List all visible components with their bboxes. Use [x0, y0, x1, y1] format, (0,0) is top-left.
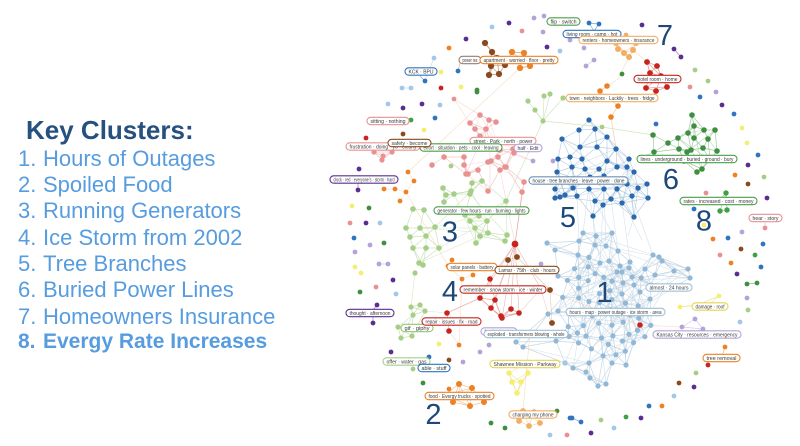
svg-text:safety · become: safety · become — [392, 141, 428, 147]
svg-text:sitting · nothing: sitting · nothing — [371, 119, 406, 125]
svg-text:hours · map · power outage · i: hours · map · power outage · ice storm ·… — [570, 310, 663, 316]
svg-text:8: 8 — [696, 206, 712, 238]
svg-text:food · Evergy trucks · spotted: food · Evergy trucks · spotted — [429, 394, 491, 400]
svg-text:generator · few hours · run ·: generator · few hours · run · burning · … — [438, 209, 526, 215]
svg-text:hear · story: hear · story — [753, 216, 779, 222]
svg-text:3: 3 — [442, 217, 458, 249]
svg-text:tree removal: tree removal — [707, 356, 737, 362]
svg-text:damage · roof: damage · roof — [696, 305, 725, 311]
svg-text:rates · increased · cost · mon: rates · increased · cost · money — [684, 199, 754, 205]
svg-text:almost · 24 hours: almost · 24 hours — [650, 286, 689, 292]
svg-text:solar panels · battery: solar panels · battery — [451, 265, 494, 271]
svg-text:1: 1 — [596, 277, 612, 309]
svg-text:KCK · BPU: KCK · BPU — [409, 70, 434, 76]
svg-text:repair · issues · fix · road: repair · issues · fix · road — [426, 320, 478, 326]
svg-text:living room · camp · hot: living room · camp · hot — [567, 32, 618, 38]
svg-text:charging my phone: charging my phone — [513, 413, 554, 419]
svg-text:clock · red · everyone’s · sto: clock · red · everyone’s · storm · hard — [334, 178, 395, 184]
svg-text:street · Park · north · power: street · Park · north · power — [474, 139, 533, 145]
svg-text:Shawnee Mission · Parkway: Shawnee Mission · Parkway — [494, 362, 557, 368]
svg-text:power res: power res — [463, 58, 478, 64]
svg-text:5: 5 — [560, 202, 576, 234]
svg-text:flip · switch: flip · switch — [551, 20, 577, 26]
svg-text:thought · afternoon: thought · afternoon — [350, 311, 391, 317]
svg-text:frustration · doing · yo · cle: frustration · doing · yo · clearly — [350, 145, 417, 151]
svg-text:hotel room · home: hotel room · home — [638, 77, 678, 83]
svg-text:apartment · worried · floor ·: apartment · worried · floor · pretty — [484, 58, 555, 64]
svg-text:offer · water · gas: offer · water · gas — [387, 360, 427, 366]
svg-text:Lamar · 75th · club · hours: Lamar · 75th · club · hours — [499, 268, 556, 274]
svg-text:house · tree branches · leave: house · tree branches · leave · power · … — [533, 179, 625, 185]
svg-text:4: 4 — [442, 276, 458, 308]
svg-text:2: 2 — [425, 399, 441, 431]
svg-text:remember · snow storm · ice ·: remember · snow storm · ice · winter — [464, 288, 543, 294]
svg-text:town · neighbors · Luckily · t: town · neighbors · Luckily · trees · fri… — [570, 96, 655, 102]
svg-text:renters · homeowners · insuran: renters · homeowners · insurance — [583, 38, 655, 44]
svg-text:gif · giphy: gif · giphy — [405, 326, 430, 332]
svg-text:exploded · transformers blowin: exploded · transformers blowing · whole — [488, 332, 565, 338]
svg-text:lines · underground · buried ·: lines · underground · buried · ground · … — [641, 157, 734, 163]
svg-text:effort · situation · pets · co: effort · situation · pets · cool · leavi… — [424, 146, 499, 152]
svg-text:half · Edit: half · Edit — [518, 146, 539, 152]
svg-text:7: 7 — [657, 20, 673, 52]
svg-text:Kansas City · resources · emer: Kansas City · resources · emergency — [657, 333, 738, 339]
svg-text:6: 6 — [663, 164, 679, 196]
svg-text:able · stuff: able · stuff — [422, 366, 447, 372]
